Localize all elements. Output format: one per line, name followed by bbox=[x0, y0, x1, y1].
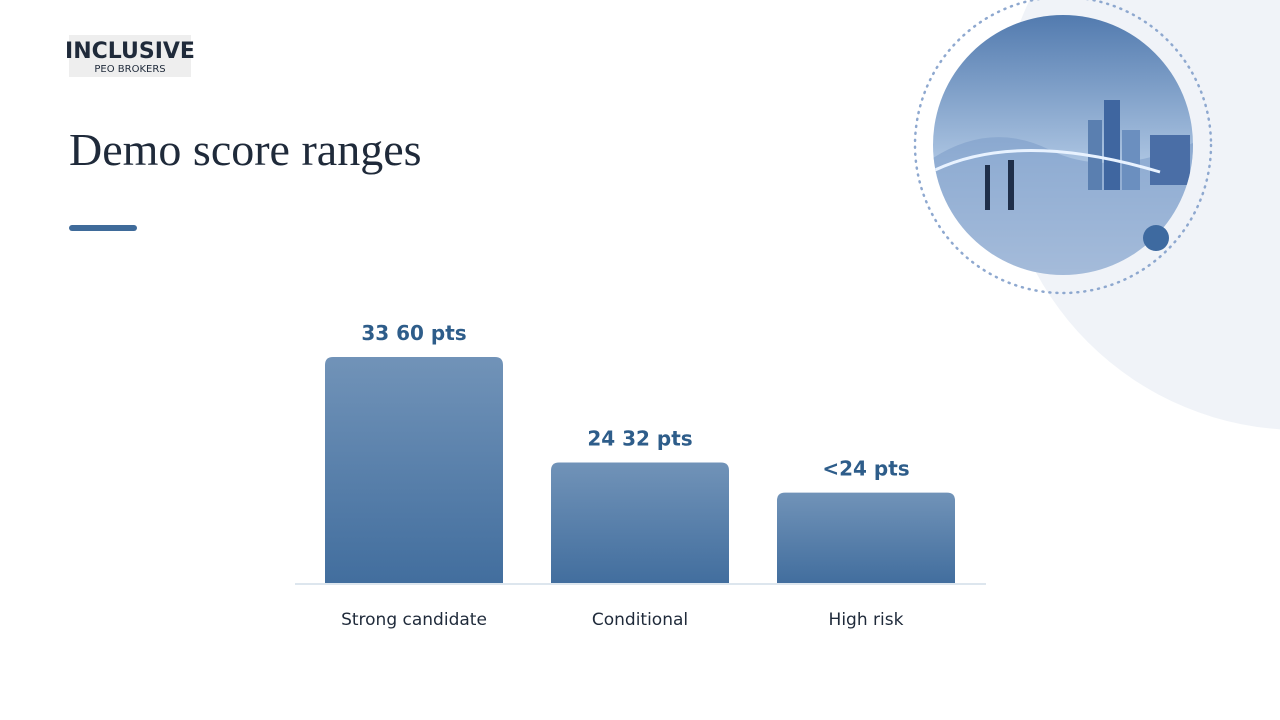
value-label: <24 pts bbox=[822, 457, 909, 481]
value-label: 24 32 pts bbox=[587, 426, 692, 450]
decor-dot bbox=[1143, 225, 1169, 251]
x-tick-label: High risk bbox=[829, 610, 904, 630]
value-label: 33 60 pts bbox=[361, 321, 466, 345]
x-tick-label: Conditional bbox=[592, 610, 688, 630]
accent-line bbox=[69, 225, 137, 231]
bar bbox=[325, 357, 503, 583]
dotted-ring bbox=[913, 0, 1213, 295]
bar bbox=[777, 492, 955, 583]
logo-text: INCLUSIVE bbox=[65, 39, 195, 64]
logo-subtext: PEO BROKERS bbox=[94, 64, 165, 75]
chart-title: Demo score ranges bbox=[69, 124, 422, 175]
bar bbox=[551, 462, 729, 583]
logo-box bbox=[69, 35, 191, 77]
x-tick-label: Strong candidate bbox=[341, 610, 487, 630]
